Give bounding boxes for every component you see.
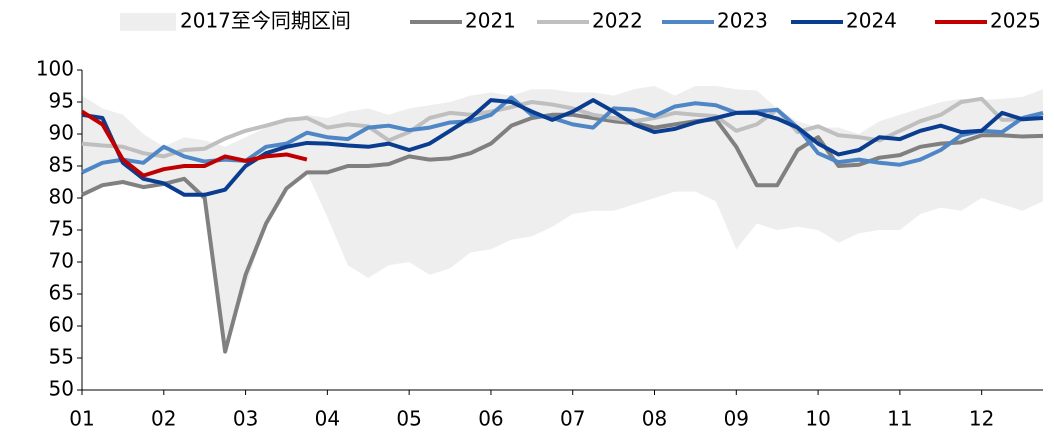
series-line — [81, 98, 1044, 197]
y-tick-label: 65 — [49, 281, 74, 305]
x-tick-label: 11 — [887, 407, 912, 431]
legend-label: 2017至今同期区间 — [180, 9, 351, 33]
legend-label: 2022 — [592, 9, 643, 33]
y-tick-label: 85 — [49, 153, 74, 177]
x-tick-label: 02 — [151, 407, 176, 431]
series-line — [80, 109, 308, 178]
x-tick-label: 09 — [724, 407, 749, 431]
y-tick-label: 75 — [49, 217, 74, 241]
x-tick-label: 06 — [478, 407, 503, 431]
y-tick-label: 100 — [36, 57, 74, 81]
y-tick-label: 80 — [49, 185, 74, 209]
y-tick-label: 70 — [49, 249, 74, 273]
legend-swatch — [120, 13, 176, 31]
y-tick-label: 95 — [49, 89, 74, 113]
y-tick-label: 60 — [49, 313, 74, 337]
x-tick-label: 12 — [969, 407, 994, 431]
range-band — [82, 86, 1043, 352]
y-tick-label: 90 — [49, 121, 74, 145]
legend-label: 2025 — [990, 9, 1041, 33]
x-tick-label: 05 — [396, 407, 421, 431]
x-tick-label: 07 — [560, 407, 585, 431]
x-tick-label: 08 — [642, 407, 667, 431]
legend-label: 2024 — [846, 9, 897, 33]
x-tick-label: 10 — [805, 407, 830, 431]
y-tick-label: 55 — [49, 345, 74, 369]
x-tick-label: 04 — [315, 407, 340, 431]
legend-label: 2023 — [717, 9, 768, 33]
legend-label: 2021 — [465, 9, 516, 33]
x-tick-label: 01 — [69, 407, 94, 431]
x-tick-label: 03 — [233, 407, 258, 431]
y-tick-label: 50 — [49, 377, 74, 401]
